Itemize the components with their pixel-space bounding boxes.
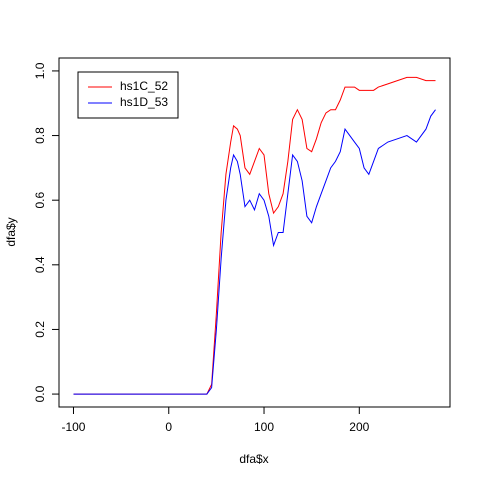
y-tick-label: 0.8 [33, 127, 47, 144]
y-tick-label: 0.4 [33, 256, 47, 273]
legend-label: hs1C_52 [120, 79, 168, 93]
x-tick-label: 100 [254, 420, 274, 434]
y-axis-label: dfa$y [4, 217, 18, 246]
series-line [73, 109, 436, 395]
legend-label: hs1D_53 [120, 95, 168, 109]
y-tick-label: 1.0 [33, 62, 47, 79]
x-axis-label: dfa$x [239, 452, 268, 466]
y-tick-label: 0.0 [33, 385, 47, 402]
y-tick-label: 0.2 [33, 321, 47, 338]
legend-box [77, 71, 179, 119]
x-tick-label: 200 [349, 420, 369, 434]
y-tick-label: 0.6 [33, 192, 47, 209]
x-tick-label: 0 [165, 420, 172, 434]
x-tick-label: -100 [61, 420, 85, 434]
series-line [73, 76, 436, 395]
